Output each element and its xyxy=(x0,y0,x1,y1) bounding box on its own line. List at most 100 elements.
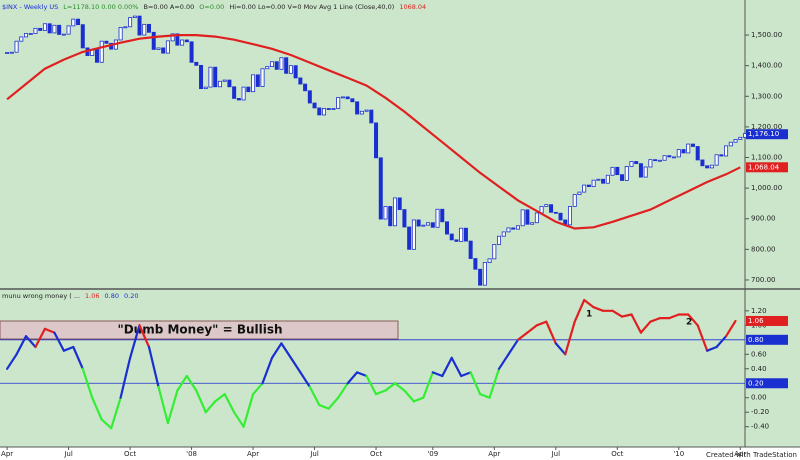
indicator-segment xyxy=(479,393,491,399)
candle xyxy=(199,64,204,90)
candle xyxy=(643,166,648,178)
header-item: munu wrong money ( ... xyxy=(2,292,80,300)
candle xyxy=(478,268,483,286)
x-tick-label: Apr xyxy=(488,450,500,458)
indicator-segment xyxy=(34,327,46,349)
candle xyxy=(369,109,374,124)
indicator-segment xyxy=(176,374,188,392)
candle xyxy=(676,149,681,158)
candle xyxy=(128,17,133,28)
candle xyxy=(624,165,629,181)
candle xyxy=(317,107,322,116)
y-tick-label: 1,200.00 xyxy=(751,123,782,131)
candle xyxy=(709,164,714,169)
candle xyxy=(42,23,47,31)
indicator-segment xyxy=(81,367,94,399)
candle xyxy=(426,222,431,226)
header-item: L=1178.10 0.00 0.00% xyxy=(63,3,138,11)
candle xyxy=(402,209,407,228)
candle xyxy=(397,197,402,210)
candle xyxy=(705,165,710,169)
candle xyxy=(184,39,189,43)
indicator-segment xyxy=(384,382,397,392)
candle xyxy=(340,96,345,99)
candle xyxy=(530,222,535,225)
indicator-segment xyxy=(299,371,311,388)
candle xyxy=(501,231,506,237)
footer: Created with TradeStation xyxy=(706,451,797,459)
candle xyxy=(638,163,643,178)
candle xyxy=(648,159,653,168)
candle xyxy=(695,146,700,161)
candle xyxy=(326,108,331,110)
indicator-segment xyxy=(110,396,122,430)
header-item: B=0.00 A=0.00 xyxy=(143,3,194,11)
candle xyxy=(260,68,265,87)
value-tag-label: 1.06 xyxy=(748,317,764,325)
candle xyxy=(175,33,180,46)
indicator-segment xyxy=(668,313,680,320)
candle xyxy=(629,161,634,167)
candle xyxy=(146,23,151,33)
indicator-segment xyxy=(356,371,368,378)
indicator-segment xyxy=(611,309,624,318)
y-tick-label: 800.00 xyxy=(751,245,776,253)
indicator-segment xyxy=(72,345,84,370)
candle xyxy=(553,211,558,214)
value-tag xyxy=(746,162,788,173)
indicator-segment xyxy=(488,367,501,399)
candle xyxy=(9,51,14,54)
candle xyxy=(288,65,293,74)
candle xyxy=(364,109,369,112)
value-tag xyxy=(746,129,788,140)
candle xyxy=(544,204,549,207)
candle xyxy=(572,194,577,207)
indicator-segment xyxy=(526,324,538,334)
candle xyxy=(350,98,355,103)
annotation: 2 xyxy=(686,318,692,328)
candle xyxy=(251,74,256,93)
candle xyxy=(265,66,270,70)
candle xyxy=(605,174,610,184)
candle xyxy=(430,222,435,228)
candle xyxy=(681,149,686,154)
header-item: 1068.04 xyxy=(399,3,426,11)
indicator-segment xyxy=(507,338,520,356)
x-tick-label: Apr xyxy=(734,450,746,458)
candle xyxy=(468,240,473,259)
indicator-segment xyxy=(706,345,718,352)
candle xyxy=(57,24,62,35)
indicator-segment xyxy=(252,382,264,396)
candle xyxy=(482,262,487,286)
candle xyxy=(161,47,166,54)
indicator-segment xyxy=(62,345,75,352)
indicator-segment xyxy=(129,324,141,359)
indicator-segment xyxy=(204,400,217,414)
indicator-segment xyxy=(308,385,321,407)
candle xyxy=(497,235,502,245)
candle xyxy=(601,178,606,184)
indicator-segment xyxy=(185,374,198,392)
candle xyxy=(487,258,492,263)
candle xyxy=(449,233,454,241)
candle xyxy=(407,226,412,250)
candle xyxy=(733,139,738,143)
indicator-segment xyxy=(261,356,274,385)
header-item: 0.80 xyxy=(105,292,119,300)
candle xyxy=(312,102,317,109)
candle xyxy=(686,143,691,154)
candle xyxy=(104,40,109,44)
indicator-segment xyxy=(6,353,18,370)
candle xyxy=(610,166,615,176)
candle xyxy=(336,97,341,109)
candle xyxy=(76,18,81,26)
candle xyxy=(392,197,397,227)
x-tick-label: '09 xyxy=(427,450,438,458)
candle xyxy=(596,178,601,181)
indicator-segment xyxy=(412,396,425,403)
indicator-segment xyxy=(147,345,160,388)
x-tick-label: Oct xyxy=(611,450,623,458)
candle xyxy=(591,179,596,187)
header-item: 1.06 xyxy=(85,292,99,300)
value-tag xyxy=(746,378,788,389)
